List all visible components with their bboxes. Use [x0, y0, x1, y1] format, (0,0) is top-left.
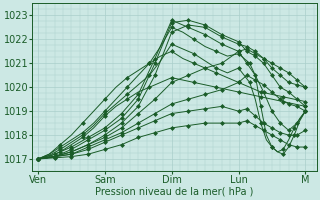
X-axis label: Pression niveau de la mer( hPa ): Pression niveau de la mer( hPa ): [95, 187, 254, 197]
